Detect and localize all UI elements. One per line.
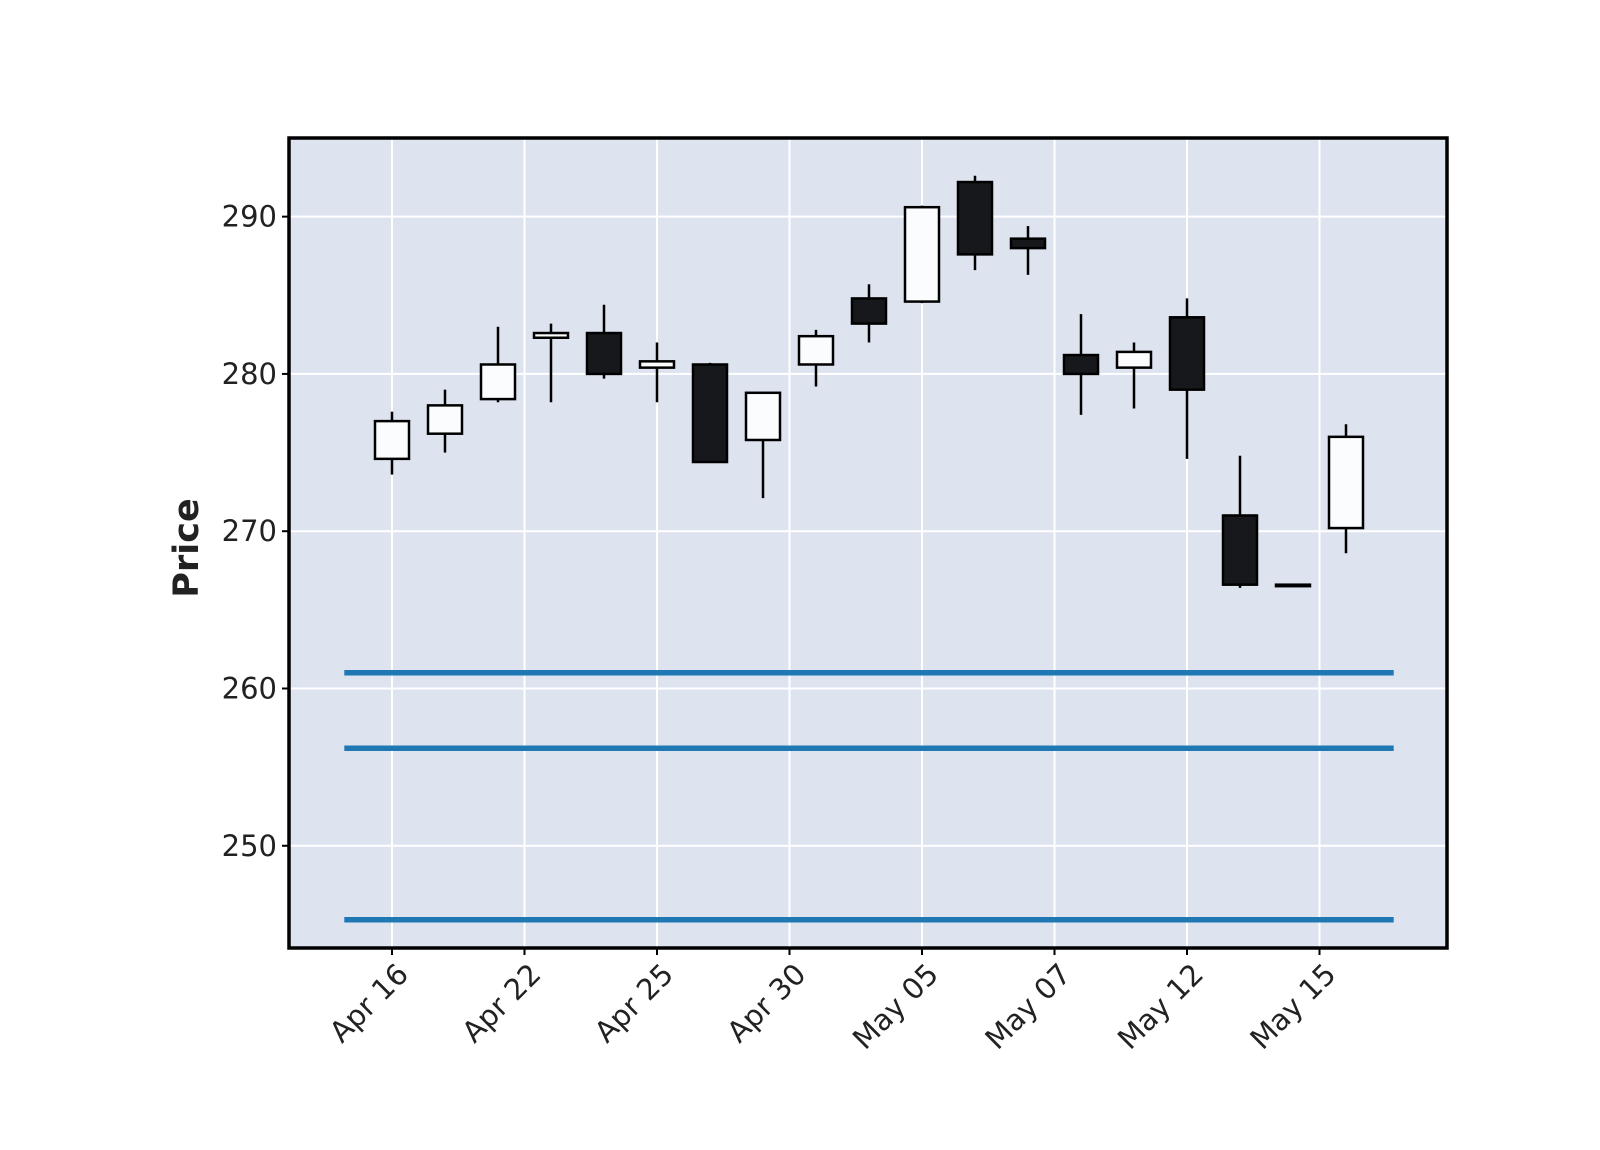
x-tick-label: Apr 25 (588, 957, 680, 1049)
plot-frame (287, 136, 1449, 950)
candle (585, 304, 623, 379)
candle (691, 362, 729, 464)
x-tick-label: May 07 (978, 957, 1077, 1056)
candle (1274, 583, 1312, 588)
candle-body (1009, 237, 1047, 250)
candle (426, 389, 464, 453)
candle-body (1274, 583, 1312, 588)
candle (903, 205, 941, 304)
candle-body (479, 363, 517, 401)
y-axis-label: Price (167, 498, 207, 597)
candle (744, 391, 782, 499)
candles (373, 175, 1365, 588)
y-tick-label: 250 (222, 829, 277, 863)
candle-body (903, 205, 941, 303)
candle-body (426, 404, 464, 435)
candle-body (585, 331, 623, 376)
x-tick-label: Apr 30 (720, 957, 812, 1049)
candle-body (373, 419, 411, 461)
candle-body (1115, 350, 1153, 369)
candle (1221, 455, 1259, 588)
candle (1168, 298, 1206, 459)
candle-body (691, 363, 729, 464)
y-axis: 250 260 270 280 290 (222, 200, 289, 863)
candle (1009, 226, 1047, 275)
y-tick-label: 280 (222, 357, 277, 391)
candle-body (1168, 316, 1206, 391)
candle-body (850, 297, 888, 325)
candle (479, 326, 517, 403)
candle (1327, 424, 1365, 554)
x-tick-label: Apr 16 (323, 957, 415, 1049)
grid-lines (289, 138, 1447, 948)
candle (1062, 314, 1100, 415)
candle-body (532, 331, 570, 339)
x-axis: Apr 16 Apr 22 Apr 25 Apr 30 May 05 May 07 May … (323, 948, 1342, 1056)
candle (373, 411, 411, 475)
candle (532, 323, 570, 403)
candle (956, 175, 994, 271)
candle-body (1221, 514, 1259, 586)
x-tick-label: Apr 22 (455, 957, 547, 1049)
y-tick-label: 290 (222, 200, 277, 234)
x-tick-label: May 05 (846, 957, 945, 1056)
candle (638, 342, 676, 403)
candle-body (1327, 435, 1365, 530)
candle (850, 284, 888, 343)
x-tick-label: May 15 (1243, 957, 1342, 1056)
candle-body (956, 180, 994, 256)
candle (1115, 342, 1153, 409)
candle-body (1062, 353, 1100, 376)
y-tick-label: 260 (222, 671, 277, 705)
horizontal-lines (344, 670, 1394, 923)
candle (797, 329, 835, 387)
y-tick-label: 270 (222, 514, 277, 548)
candle-body (744, 391, 782, 442)
plot-area (289, 138, 1447, 948)
x-tick-label: May 12 (1111, 957, 1210, 1056)
candle-body (638, 360, 676, 369)
candle-body (797, 334, 835, 366)
